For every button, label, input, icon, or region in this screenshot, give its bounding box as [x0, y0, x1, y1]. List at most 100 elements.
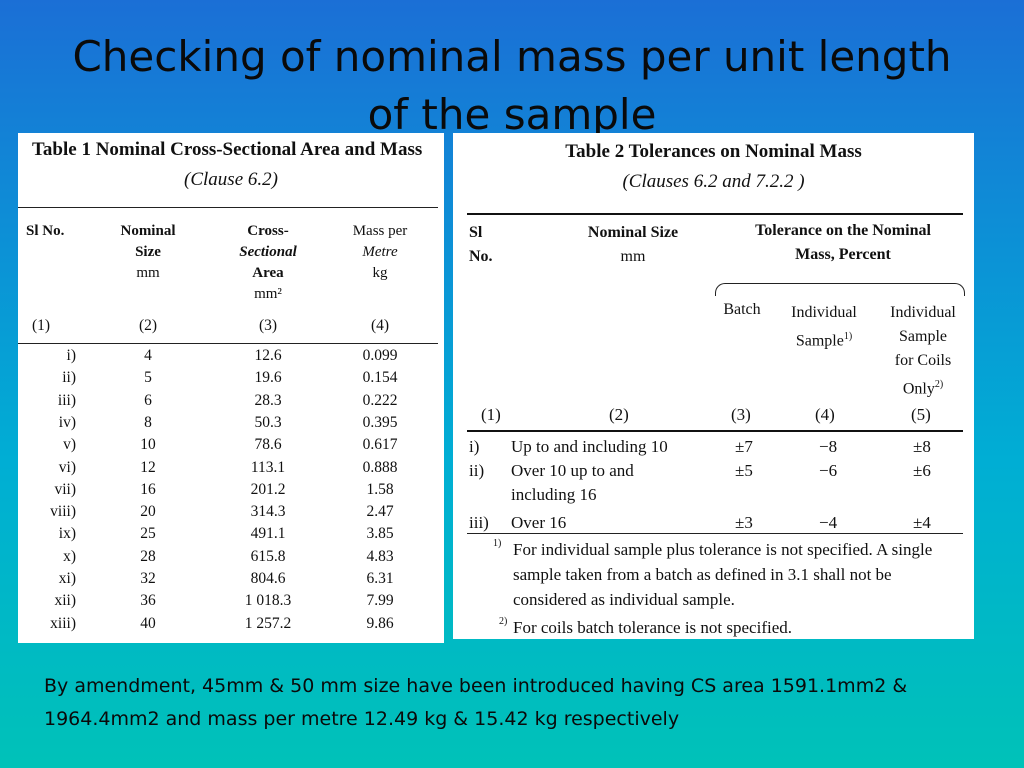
table1-row: xi) 32 804.6 6.31 [18, 570, 444, 592]
table2-cell-coils: ±6 [913, 461, 931, 480]
table2-cell-sl: ii) [469, 461, 485, 480]
table2-footnote-1: 1) For individual sample plus tolerance … [493, 538, 933, 609]
table1-cell-size: 25 [140, 525, 156, 543]
table1-image: Table 1 Nominal Cross-Sectional Area and… [18, 133, 444, 643]
table2-image: Table 2 Tolerances on Nominal Mass (Clau… [453, 133, 974, 639]
table2-cell-size: including 16 [511, 485, 597, 504]
table2-clause: (Clauses 6.2 and 7.2.2 ) [622, 171, 805, 192]
table2-header-coils: Individual Sample for Coils Only2) [890, 304, 956, 398]
table1-cell-mass: 0.222 [362, 391, 398, 409]
table1-cell-sl: iii) [57, 391, 76, 409]
table2-cell-size: Up to and including 10 [511, 437, 668, 456]
table1-row: viii) 20 314.3 2.47 [18, 503, 444, 525]
table1-cell-size: 12 [140, 458, 156, 476]
table1-cell-size: 36 [140, 592, 156, 610]
table1-header-size: Nominal Size mm [120, 223, 176, 281]
table2-cell-batch: ±7 [735, 437, 753, 456]
table1-row: ii) 5 19.6 0.154 [18, 369, 444, 391]
table2-cell-individual: −8 [819, 437, 838, 456]
table1-row: xiii) 40 1 257.2 9.86 [18, 615, 444, 637]
table2-header-brace [715, 283, 965, 296]
table1-cell-area: 50.3 [254, 413, 282, 431]
table1-cell-size: 28 [140, 547, 156, 565]
table1-cell-mass: 9.86 [366, 614, 394, 632]
table2-cell-batch: ±3 [735, 513, 753, 532]
table1-cell-sl: viii) [50, 503, 76, 521]
table1-row: x) 28 615.8 4.83 [18, 548, 444, 570]
table2-cell-individual: −4 [819, 513, 838, 532]
table1-cell-mass: 0.888 [362, 458, 398, 476]
table1-row: ix) 25 491.1 3.85 [18, 525, 444, 547]
table1-row: vii) 16 201.2 1.58 [18, 481, 444, 503]
table2-header-tolerance: Tolerance on the Nominal Mass, Percent [755, 222, 931, 263]
table1-cell-area: 804.6 [250, 570, 286, 587]
table1-cell-area: 19.6 [254, 369, 282, 387]
table2-row: iii) Over 16 ±3 −4 ±4 [453, 511, 974, 535]
table1-cell-mass: 1.58 [366, 480, 394, 498]
table2-header-individual: Individual Sample1) [791, 304, 857, 350]
table1-clause: (Clause 6.2) [184, 169, 278, 190]
table1-cell-size: 32 [140, 570, 156, 587]
table1-cell-size: 16 [140, 480, 156, 498]
table2-cell-batch: ±5 [735, 461, 753, 480]
table2-header-rule [467, 430, 963, 432]
table1-cell-mass: 3.85 [366, 525, 394, 543]
table1-cell-area: 1 018.3 [244, 592, 292, 610]
table1-cell-size: 10 [140, 436, 156, 454]
table1-cell-mass: 2.47 [366, 503, 394, 521]
table1-cell-area: 28.3 [254, 391, 282, 409]
table1-cell-sl: i) [66, 347, 76, 364]
table1-row: xii) 36 1 018.3 7.99 [18, 592, 444, 614]
table2-cell-sl: iii) [469, 513, 489, 532]
table1-cell-area: 1 257.2 [244, 614, 292, 632]
table1-cell-mass: 7.99 [366, 592, 394, 610]
table1-top-rule [18, 207, 438, 208]
table2-bottom-rule [467, 533, 963, 534]
table1-cell-area: 201.2 [250, 480, 286, 498]
table2-cell-individual: −6 [819, 461, 838, 480]
table2-title: Table 2 Tolerances on Nominal Mass [565, 141, 862, 162]
table1-header-rule [18, 343, 438, 344]
table2-row: i) Up to and including 10 ±7 −8 ±8 [453, 435, 974, 459]
table1-cell-mass: 6.31 [366, 570, 394, 587]
table1-cell-sl: v) [63, 436, 76, 454]
table2-top-rule [467, 213, 963, 215]
table1-cell-sl: ix) [58, 525, 76, 543]
table1-cell-sl: xi) [58, 570, 76, 587]
table1-cell-mass: 0.395 [362, 413, 398, 431]
table1-cell-mass: 0.154 [362, 369, 398, 387]
table2-cell-coils: ±8 [913, 437, 931, 456]
table1-cell-mass: 0.099 [362, 347, 398, 364]
table1-cell-size: 20 [140, 503, 156, 521]
table1-cell-area: 113.1 [250, 458, 286, 476]
table1-cell-sl: iv) [58, 413, 76, 431]
table1-cell-area: 314.3 [250, 503, 286, 521]
table1-colnums: (1) (2) (3) (4) [32, 317, 390, 334]
table1-header-mass: Mass per Metre kg [352, 223, 408, 281]
table1-row: vi) 12 113.1 0.888 [18, 459, 444, 481]
table1-title: Table 1 Nominal Cross-Sectional Area and… [32, 139, 423, 160]
table2-colnums: (1) (2) (3) (4) (5) [481, 405, 931, 424]
table2-cell-coils: ±4 [913, 513, 931, 532]
table1-cell-size: 4 [144, 347, 152, 364]
table2-cell-sl: i) [469, 437, 480, 456]
table1-cell-size: 6 [144, 391, 152, 409]
table1-row: iv) 8 50.3 0.395 [18, 414, 444, 436]
table1-header-sl: Sl No. [26, 223, 65, 239]
table1-cell-area: 12.6 [254, 347, 282, 364]
slide-title: Checking of nominal mass per unit length… [72, 32, 952, 139]
table1-cell-size: 8 [144, 413, 152, 431]
table1-cell-area: 491.1 [250, 525, 286, 543]
table1-cell-sl: xii) [54, 592, 76, 610]
table1-row: iii) 6 28.3 0.222 [18, 392, 444, 414]
table1-cell-area: 615.8 [250, 547, 286, 565]
table1-header-area: Cross- Sectional Area mm² [239, 223, 297, 302]
table2-header-batch: Batch [723, 301, 761, 318]
table1-cell-sl: xiii) [50, 614, 76, 632]
table2-cell-size: Over 10 up to and [511, 461, 634, 480]
table1-cell-size: 5 [144, 369, 152, 387]
table2-row: ii) Over 10 up to and including 16 ±5 −6 ±6 [453, 459, 974, 507]
table2-header-sl: Sl No. [469, 224, 493, 265]
table1-cell-mass: 4.83 [366, 547, 394, 565]
table1-cell-area: 78.6 [254, 436, 282, 454]
